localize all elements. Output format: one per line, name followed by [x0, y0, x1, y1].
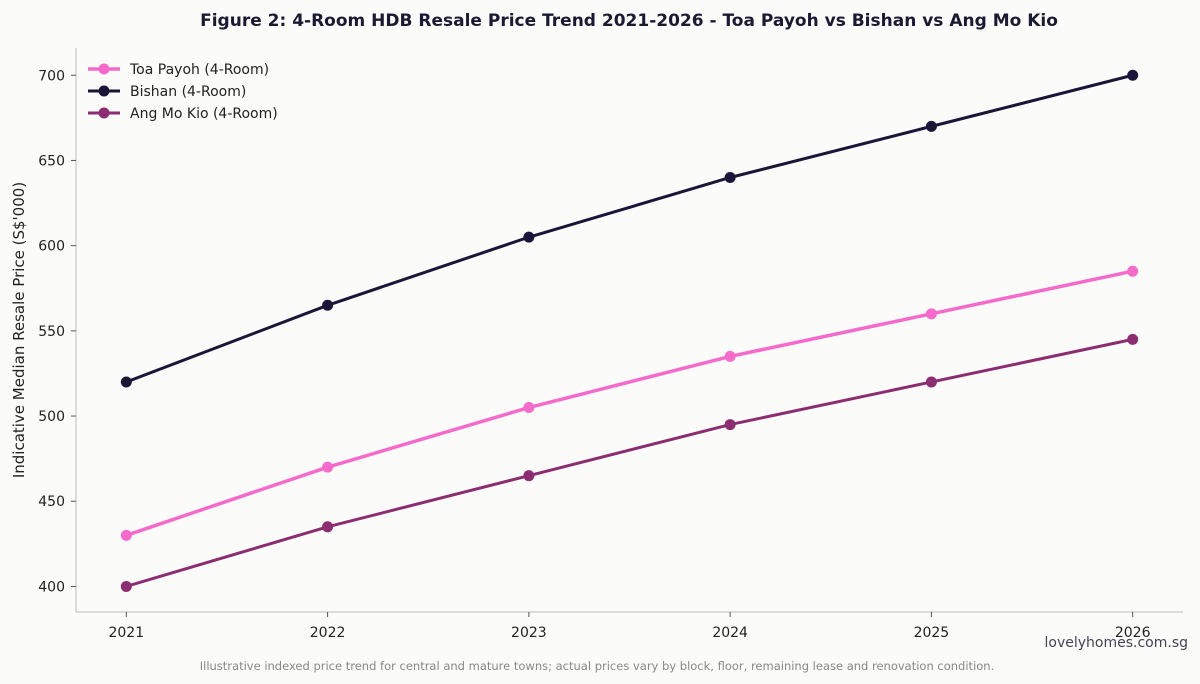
y-tick-label: 400 — [38, 579, 65, 595]
series-line-bishan-4-room — [124, 73, 1135, 384]
legend-label: Ang Mo Kio (4-Room) — [130, 106, 278, 122]
y-tick-label: 450 — [38, 494, 65, 510]
data-point-toa-payoh-4-room — [1127, 265, 1139, 277]
x-tick-label: 2025 — [914, 625, 950, 641]
data-point-bishan-4-room — [1127, 69, 1139, 81]
data-point-ang-mo-kio-4-room — [120, 580, 132, 592]
y-tick-label: 700 — [38, 68, 65, 84]
y-axis-label: Indicative Median Resale Price (S$'000) — [10, 182, 28, 478]
data-point-ang-mo-kio-4-room — [1127, 333, 1139, 345]
data-point-ang-mo-kio-4-room — [724, 419, 736, 431]
series-ang-mo-kio-4-room — [120, 333, 1139, 592]
data-point-toa-payoh-4-room — [724, 350, 736, 362]
data-point-ang-mo-kio-4-room — [322, 521, 334, 533]
data-point-ang-mo-kio-4-room — [925, 376, 937, 388]
legend-item: Bishan (4-Room) — [88, 84, 246, 100]
legend-swatch-marker — [98, 85, 110, 97]
data-point-toa-payoh-4-room — [322, 461, 334, 473]
data-point-bishan-4-room — [322, 299, 334, 311]
series-line-toa-payoh-4-room — [124, 269, 1135, 538]
data-point-toa-payoh-4-room — [523, 402, 535, 414]
y-tick-label: 550 — [38, 324, 65, 340]
x-tick-label: 2023 — [511, 625, 547, 641]
legend-swatch-marker — [98, 107, 110, 119]
legend-item: Ang Mo Kio (4-Room) — [88, 106, 278, 122]
footnote: Illustrative indexed price trend for cen… — [200, 659, 995, 673]
data-point-bishan-4-room — [120, 376, 132, 388]
series-bishan-4-room — [120, 69, 1139, 388]
series-toa-payoh-4-room — [120, 265, 1139, 541]
legend-swatch-marker — [98, 63, 110, 75]
series-line-ang-mo-kio-4-room — [124, 337, 1135, 588]
chart-title: Figure 2: 4-Room HDB Resale Price Trend … — [200, 11, 1058, 31]
axes — [75, 48, 1183, 613]
legend-item: Toa Payoh (4-Room) — [88, 62, 269, 78]
data-point-bishan-4-room — [523, 231, 535, 243]
data-point-toa-payoh-4-room — [120, 529, 132, 541]
y-ticks: 400 450 500 550 600 650 700 — [38, 68, 76, 595]
data-point-toa-payoh-4-room — [925, 308, 937, 320]
y-tick-label: 500 — [38, 409, 65, 425]
data-point-ang-mo-kio-4-room — [523, 470, 535, 482]
series-layer — [120, 69, 1139, 592]
x-tick-label: 2024 — [712, 625, 748, 641]
x-tick-label: 2021 — [108, 625, 144, 641]
x-tick-label: 2022 — [310, 625, 346, 641]
x-tick-label: 2026 — [1115, 625, 1151, 641]
legend-label: Bishan (4-Room) — [130, 84, 246, 100]
legend-label: Toa Payoh (4-Room) — [129, 62, 269, 78]
data-point-bishan-4-room — [724, 171, 736, 183]
legend: Toa Payoh (4-Room) Bishan (4-Room) Ang Mo … — [88, 62, 278, 122]
x-ticks: 2021 2022 2023 2024 2025 2026 — [108, 612, 1151, 641]
data-point-bishan-4-room — [925, 120, 937, 132]
y-tick-label: 600 — [38, 239, 65, 255]
watermark: lovelyhomes.com.sg — [1045, 635, 1189, 651]
y-tick-label: 650 — [38, 153, 65, 169]
